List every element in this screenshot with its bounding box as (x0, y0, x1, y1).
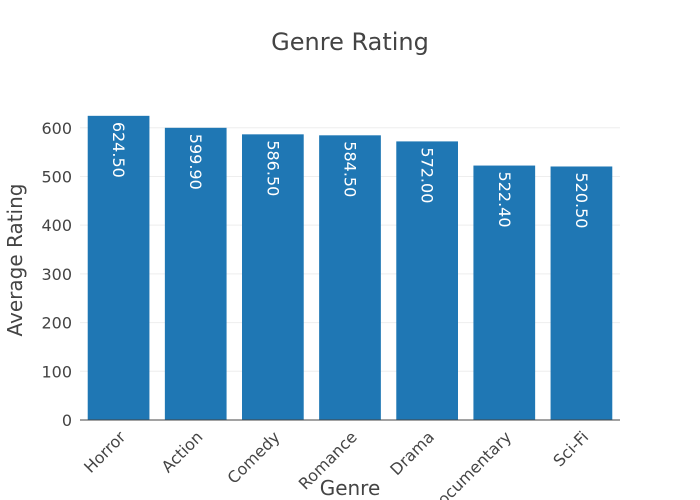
bar (550, 166, 613, 420)
bar-value-label: 624.50 (109, 122, 128, 178)
y-tick-label: 0 (62, 411, 72, 430)
bar-value-label: 586.50 (263, 140, 282, 196)
x-tick-label: Horror (80, 427, 130, 477)
y-axis-ticks: 0 100 200 300 400 500 600 (41, 119, 72, 430)
chart-title: Genre Rating (271, 28, 429, 56)
y-tick-label: 400 (41, 216, 72, 235)
bar-value-label: 572.00 (418, 147, 437, 203)
y-tick-label: 100 (41, 362, 72, 381)
x-tick-label: Sci-Fi (549, 427, 592, 470)
x-axis-title: Genre (320, 476, 381, 500)
bar-value-label: 584.50 (341, 141, 360, 197)
x-tick-label: Drama (386, 427, 438, 479)
bars: 624.50 599.90 586.50 584.50 572.00 522.40 520.… (87, 115, 613, 421)
bar (87, 115, 150, 420)
bar (396, 141, 458, 420)
bar (164, 127, 227, 420)
x-tick-label: Documentary (425, 427, 515, 500)
bar (319, 135, 381, 421)
bar (473, 165, 536, 420)
y-tick-label: 600 (41, 119, 72, 138)
bar-value-label: 520.50 (572, 172, 591, 228)
y-tick-label: 500 (41, 167, 72, 186)
bar-value-label: 599.90 (186, 134, 205, 190)
y-tick-label: 300 (41, 265, 72, 284)
x-tick-label: Comedy (224, 427, 284, 487)
y-axis-title: Average Rating (3, 184, 27, 337)
y-tick-label: 200 (41, 314, 72, 333)
x-tick-label: Action (158, 427, 207, 476)
bar (242, 134, 304, 421)
bar-value-label: 522.40 (495, 172, 514, 228)
